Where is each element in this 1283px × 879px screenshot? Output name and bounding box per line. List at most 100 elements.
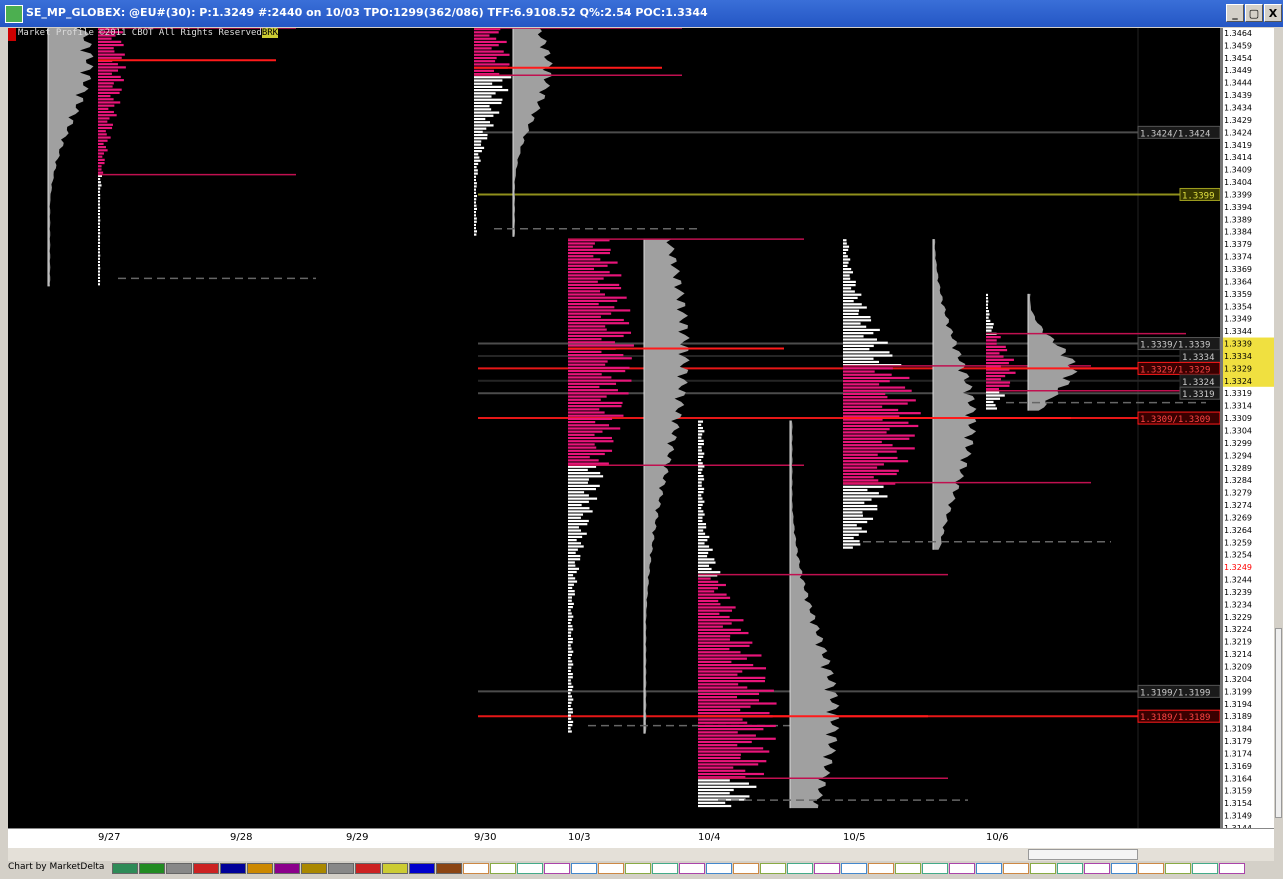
color-swatch[interactable]: [166, 863, 192, 874]
tpo-row: [474, 85, 503, 89]
tpo-row: [474, 76, 512, 79]
tpo-row: [986, 361, 1009, 365]
color-swatch[interactable]: [868, 863, 894, 874]
tpo-row: [843, 444, 893, 447]
tpo-row: [698, 420, 704, 423]
tpo-row: [698, 744, 738, 747]
color-swatch[interactable]: [571, 863, 597, 874]
color-swatch[interactable]: [1030, 863, 1056, 874]
tpo-row: [474, 34, 490, 37]
tpo-row: [843, 424, 919, 428]
tpo-row: [98, 85, 113, 88]
horizontal-scroll-thumb[interactable]: [1028, 849, 1138, 860]
color-swatch[interactable]: [274, 863, 300, 874]
color-swatch[interactable]: [1192, 863, 1218, 874]
tpo-row: [474, 178, 476, 182]
close-button[interactable]: X: [1264, 4, 1282, 22]
color-swatch[interactable]: [976, 863, 1002, 874]
chart-close-icon[interactable]: [8, 28, 16, 41]
color-swatch[interactable]: [1165, 863, 1191, 874]
tpo-row: [568, 580, 578, 583]
tpo-row: [98, 69, 119, 72]
level-tag-label: 1.3334: [1182, 353, 1215, 363]
color-swatch[interactable]: [328, 863, 354, 874]
tpo-row: [843, 338, 877, 341]
tpo-row: [98, 110, 114, 114]
color-swatch[interactable]: [922, 863, 948, 874]
tpo-row: [986, 397, 1001, 400]
tpo-row: [568, 676, 573, 679]
color-swatch[interactable]: [733, 863, 759, 874]
tpo-row: [98, 123, 113, 126]
tpo-row: [568, 392, 629, 395]
color-swatch[interactable]: [220, 863, 246, 874]
tpo-row: [843, 335, 864, 338]
color-swatch[interactable]: [814, 863, 840, 874]
tpo-row: [474, 130, 483, 133]
color-swatch[interactable]: [382, 863, 408, 874]
tpo-row: [568, 532, 587, 535]
date-tick-label: 9/30: [474, 832, 497, 843]
color-swatch[interactable]: [247, 863, 273, 874]
horizontal-scrollbar[interactable]: [8, 848, 1274, 861]
color-swatch[interactable]: [517, 863, 543, 874]
tpo-row: [474, 172, 478, 175]
tpo-row: [568, 545, 584, 548]
color-swatch[interactable]: [436, 863, 462, 874]
color-swatch[interactable]: [760, 863, 786, 874]
color-swatch[interactable]: [598, 863, 624, 874]
tpo-row: [98, 203, 100, 206]
tpo-row: [568, 701, 572, 704]
tpo-row: [98, 149, 108, 152]
color-swatch[interactable]: [1057, 863, 1083, 874]
vertical-scrollbar[interactable]: [1274, 28, 1283, 828]
market-profile-chart[interactable]: 1.3424/1.3424 1.3399 1.3339/1.3339 1.3334 1.…: [8, 28, 1220, 828]
color-swatch[interactable]: [787, 863, 813, 874]
color-swatch[interactable]: [1111, 863, 1137, 874]
color-swatch[interactable]: [1003, 863, 1029, 874]
color-swatch[interactable]: [679, 863, 705, 874]
minimize-button[interactable]: _: [1226, 4, 1244, 22]
tpo-row: [568, 354, 624, 357]
tpo-row: [698, 455, 704, 458]
color-swatch[interactable]: [139, 863, 165, 874]
color-swatch[interactable]: [1219, 863, 1245, 874]
color-swatch[interactable]: [895, 863, 921, 874]
tpo-row: [986, 316, 989, 319]
tpo-row: [698, 590, 715, 593]
tpo-row: [698, 599, 719, 603]
color-swatch[interactable]: [841, 863, 867, 874]
tpo-row: [474, 31, 499, 34]
color-swatch[interactable]: [301, 863, 327, 874]
tpo-row: [98, 28, 117, 31]
price-axis[interactable]: 1.3464 1.3459 1.3454 1.3449 1.3444 1.3439 1.34…: [1220, 28, 1274, 828]
color-swatch[interactable]: [544, 863, 570, 874]
tpo-row: [568, 306, 615, 309]
color-swatch[interactable]: [193, 863, 219, 874]
vertical-scroll-thumb[interactable]: [1275, 628, 1282, 818]
tpo-row: [474, 214, 476, 217]
color-swatch[interactable]: [490, 863, 516, 874]
tpo-row: [98, 283, 100, 286]
color-swatch[interactable]: [112, 863, 138, 874]
price-tick-label: 1.3144: [1224, 824, 1252, 828]
color-swatch[interactable]: [652, 863, 678, 874]
tpo-row: [474, 111, 500, 114]
restore-button[interactable]: ▢: [1245, 4, 1263, 22]
tpo-row: [568, 475, 604, 478]
color-swatch[interactable]: [949, 863, 975, 874]
tpo-row: [698, 699, 760, 702]
color-swatch[interactable]: [625, 863, 651, 874]
color-swatch[interactable]: [1138, 863, 1164, 874]
tpo-row: [474, 105, 490, 108]
tpo-row: [698, 683, 739, 686]
tpo-row: [698, 423, 702, 426]
tpo-row: [568, 401, 623, 405]
color-swatch[interactable]: [355, 863, 381, 874]
color-swatch[interactable]: [706, 863, 732, 874]
tpo-row: [568, 331, 632, 334]
color-swatch[interactable]: [1084, 863, 1110, 874]
color-swatch[interactable]: [463, 863, 489, 874]
color-swatch[interactable]: [409, 863, 435, 874]
tpo-row: [568, 606, 573, 609]
